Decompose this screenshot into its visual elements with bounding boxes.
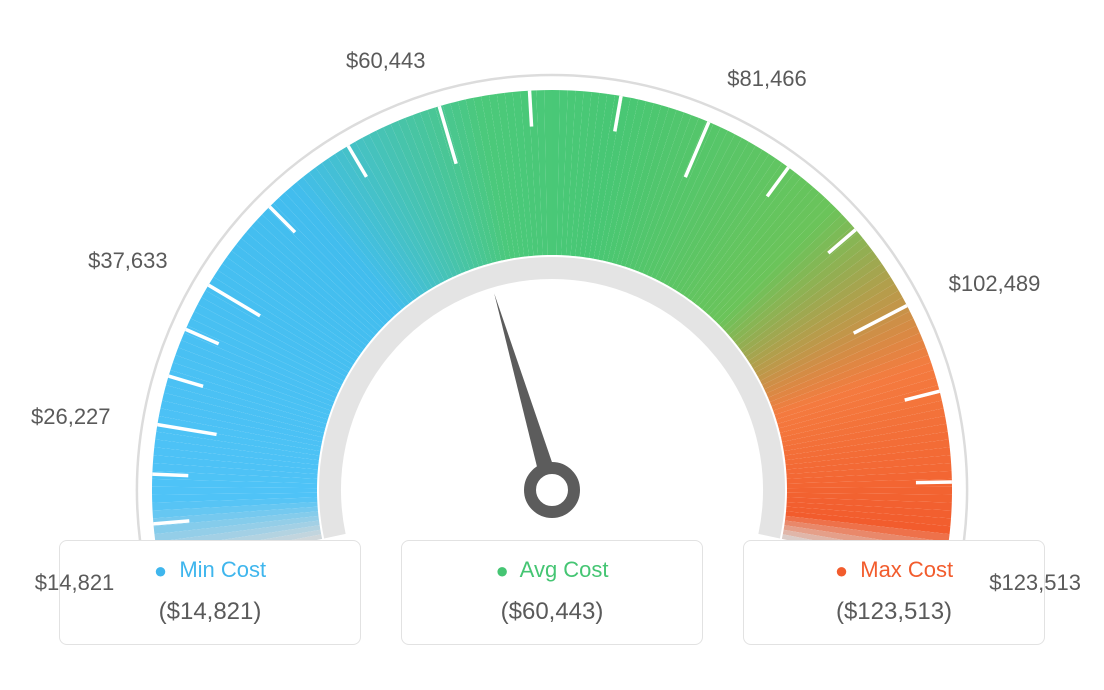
legend-avg-box: ● Avg Cost ($60,443) — [401, 540, 703, 645]
legend-min-value: ($14,821) — [60, 598, 360, 626]
legend-avg-title: ● Avg Cost — [402, 557, 702, 584]
legend-max-bullet-icon: ● — [835, 558, 848, 583]
gauge-needle-hub — [530, 468, 574, 512]
gauge-tick-label: $37,633 — [88, 248, 168, 274]
gauge-tick-label: $14,821 — [35, 570, 115, 596]
legend-avg-bullet-icon: ● — [495, 558, 508, 583]
gauge-tick-label: $123,513 — [989, 570, 1081, 596]
legend-avg-label: Avg Cost — [520, 557, 609, 582]
gauge-chart-container: $14,821 $26,227 $37,633 $60,443 $81,466 $102,… — [0, 0, 1104, 690]
legend-min-label: Min Cost — [179, 557, 266, 582]
legend-avg-value: ($60,443) — [402, 598, 702, 626]
gauge-tick-label: $60,443 — [346, 48, 426, 74]
legend-min-bullet-icon: ● — [154, 558, 167, 583]
legend-row: ● Min Cost ($14,821) ● Avg Cost ($60,443… — [0, 540, 1104, 665]
legend-max-label: Max Cost — [860, 557, 953, 582]
gauge-tick-label: $102,489 — [949, 271, 1041, 297]
gauge-tick-label: $26,227 — [31, 404, 111, 430]
legend-max-value: ($123,513) — [744, 598, 1044, 626]
gauge-tick-label: $81,466 — [727, 66, 807, 92]
gauge-area: $14,821$26,227$37,633$60,443$81,466$102,… — [0, 0, 1104, 540]
